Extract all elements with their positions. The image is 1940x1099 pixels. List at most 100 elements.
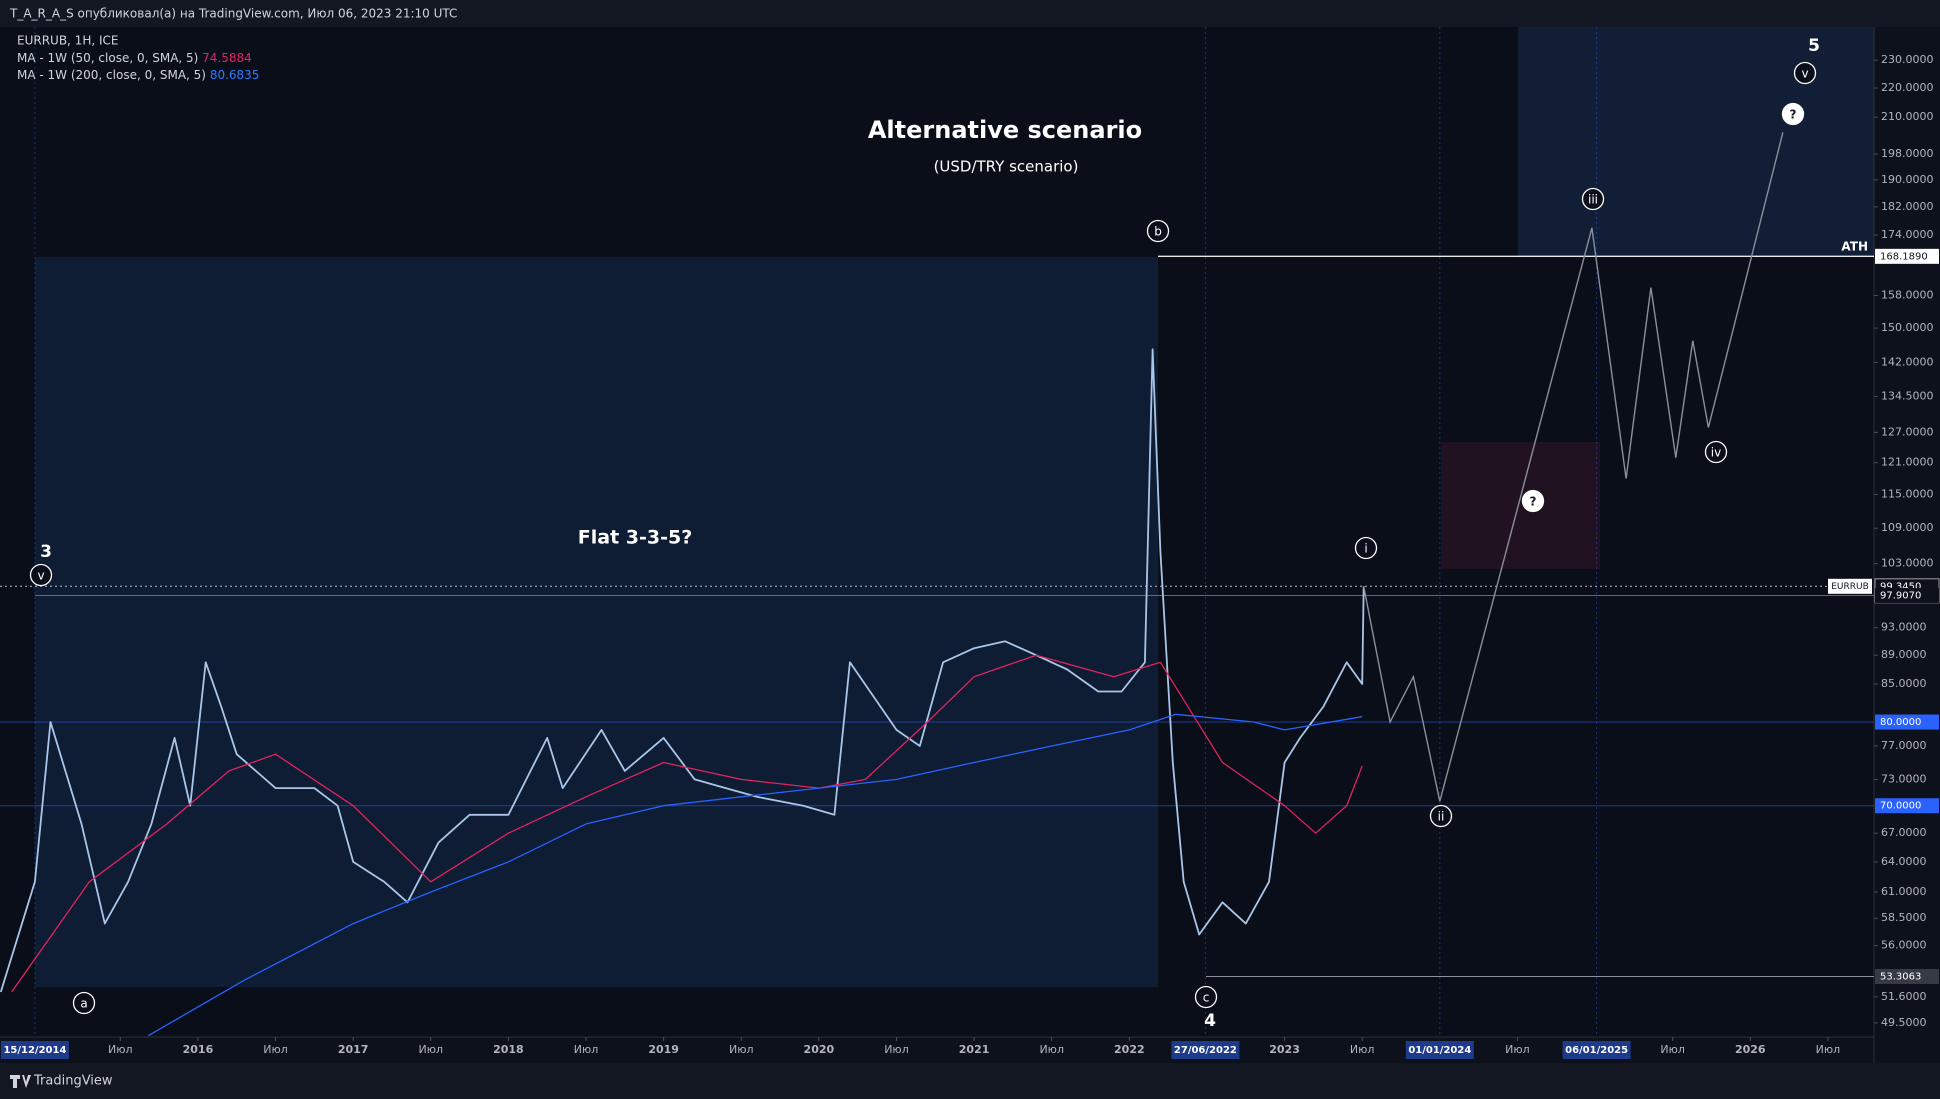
wave-circle — [1146, 219, 1170, 243]
wave-circle — [1194, 985, 1218, 1009]
footer-bar — [0, 1063, 1940, 1099]
wave-number: 5 — [1808, 36, 1820, 56]
x-tick-label: 2021 — [959, 1043, 990, 1056]
price-label-bg — [1875, 714, 1939, 730]
wave-circle — [1581, 187, 1605, 211]
wave-circle — [1429, 804, 1453, 828]
wave-label: iii — [1588, 193, 1598, 207]
marker-label: 01/01/2024 — [1408, 1045, 1471, 1056]
legend-value: 80.6835 — [210, 68, 260, 82]
x-tick-label: Июл — [419, 1043, 444, 1056]
wave-circle — [1521, 489, 1545, 513]
x-tick-label: Июл — [1660, 1043, 1685, 1056]
symbol-line: EURRUB, 1H, ICE — [17, 34, 118, 48]
x-tick-label: 2023 — [1269, 1043, 1300, 1056]
price-axis — [1874, 27, 1940, 1063]
x-tick-label: Июл — [108, 1043, 133, 1056]
wave-circle — [1354, 536, 1378, 560]
y-tick-label: 58.5000 — [1881, 911, 1927, 924]
y-tick-label: 198.0000 — [1881, 147, 1934, 160]
y-tick-label: 127.0000 — [1881, 425, 1934, 438]
y-tick-label: 103.0000 — [1881, 557, 1934, 570]
header-bar — [0, 0, 1940, 27]
zone-rect — [1518, 27, 1874, 257]
y-tick-label: 115.0000 — [1881, 488, 1934, 501]
price-label-bg — [1875, 968, 1939, 984]
annotation-subtitle: (USD/TRY scenario) — [934, 158, 1079, 176]
wave-label: ? — [1530, 495, 1537, 509]
series-line — [0, 348, 1365, 993]
wave-label: v — [37, 569, 44, 583]
marker-label: 27/06/2022 — [1174, 1045, 1237, 1056]
y-tick-label: 109.0000 — [1881, 521, 1934, 534]
price-label: 53.3063 — [1880, 971, 1921, 982]
price-label-bg — [1875, 587, 1939, 603]
y-tick-label: 210.0000 — [1881, 110, 1934, 123]
x-tick-label: Июл — [1350, 1043, 1375, 1056]
wave-label: c — [1203, 991, 1210, 1005]
x-tick-label: Июл — [574, 1043, 599, 1056]
footer-logo — [10, 1075, 31, 1088]
x-tick-label: 2019 — [648, 1043, 679, 1056]
y-tick-label: 174.0000 — [1881, 228, 1934, 241]
y-tick-label: 49.5000 — [1881, 1016, 1927, 1029]
wave-label: a — [80, 997, 87, 1011]
y-tick-label: 89.0000 — [1881, 648, 1927, 661]
y-tick-label: 67.0000 — [1881, 826, 1927, 839]
price-label: 70.0000 — [1880, 801, 1921, 812]
y-tick-label: 51.6000 — [1881, 990, 1927, 1003]
annotation-title: Alternative scenario — [868, 116, 1142, 144]
marker-label-bg — [1171, 1041, 1240, 1059]
annotation-pattern: Flat 3-3-5? — [578, 527, 692, 549]
wave-label: b — [1154, 225, 1162, 239]
wave-circle — [72, 991, 96, 1015]
legend-entry: MA - 1W (50, close, 0, SMA, 5) 74.5884 — [17, 51, 252, 65]
x-tick-label: 2017 — [338, 1043, 369, 1056]
legend-entry: MA - 1W (200, close, 0, SMA, 5) 80.6835 — [17, 68, 259, 82]
legend-name: MA - 1W (200, close, 0, SMA, 5) — [17, 68, 206, 82]
x-tick-label: Июл — [884, 1043, 909, 1056]
x-tick-label: 2022 — [1114, 1043, 1145, 1056]
y-tick-label: 73.0000 — [1881, 772, 1927, 785]
wave-number: 3 — [40, 542, 52, 562]
wave-label: iv — [1711, 446, 1721, 460]
plot — [0, 27, 1874, 1037]
annotation-ath: ATH — [1841, 240, 1868, 254]
symbol-tag-bg — [1828, 578, 1872, 594]
y-tick-label: 190.0000 — [1881, 173, 1934, 186]
wave-number: 4 — [1204, 1011, 1216, 1031]
wave-label: v — [1801, 67, 1808, 81]
x-tick-label: 2026 — [1735, 1043, 1766, 1056]
price-label-bg — [1875, 798, 1939, 814]
y-tick-label: 56.0000 — [1881, 939, 1927, 952]
wave-circle — [29, 563, 53, 587]
symbol-tag: EURRUB — [1831, 582, 1869, 592]
marker-label: 15/12/2014 — [3, 1045, 66, 1056]
y-tick-label: 64.0000 — [1881, 855, 1927, 868]
zone-rect — [35, 257, 1158, 987]
wave-label: ? — [1790, 108, 1797, 122]
x-tick-label: 2020 — [804, 1043, 835, 1056]
y-tick-label: 77.0000 — [1881, 739, 1927, 752]
time-axis — [0, 1037, 1874, 1063]
y-tick-label: 85.0000 — [1881, 677, 1927, 690]
x-tick-label: Июл — [1816, 1043, 1841, 1056]
wave-circle — [1704, 440, 1728, 464]
marker-label-bg — [0, 1041, 69, 1059]
header-text: T_A_R_A_S опубликовал(а) на TradingView.… — [9, 7, 457, 21]
x-tick-label: Июл — [1505, 1043, 1530, 1056]
y-tick-label: 93.0000 — [1881, 621, 1927, 634]
wave-label: ii — [1438, 810, 1445, 824]
y-tick-label: 134.5000 — [1881, 389, 1934, 402]
zone-rect — [1441, 442, 1600, 569]
price-label: 97.9070 — [1880, 590, 1921, 601]
wave-label: i — [1364, 542, 1367, 556]
x-tick-label: 2016 — [183, 1043, 214, 1056]
y-tick-label: 121.0000 — [1881, 456, 1934, 469]
legend-name: MA - 1W (50, close, 0, SMA, 5) — [17, 51, 198, 65]
y-tick-label: 230.0000 — [1881, 53, 1934, 66]
wave-circle — [1793, 61, 1817, 85]
price-label: 168.1890 — [1880, 251, 1928, 262]
